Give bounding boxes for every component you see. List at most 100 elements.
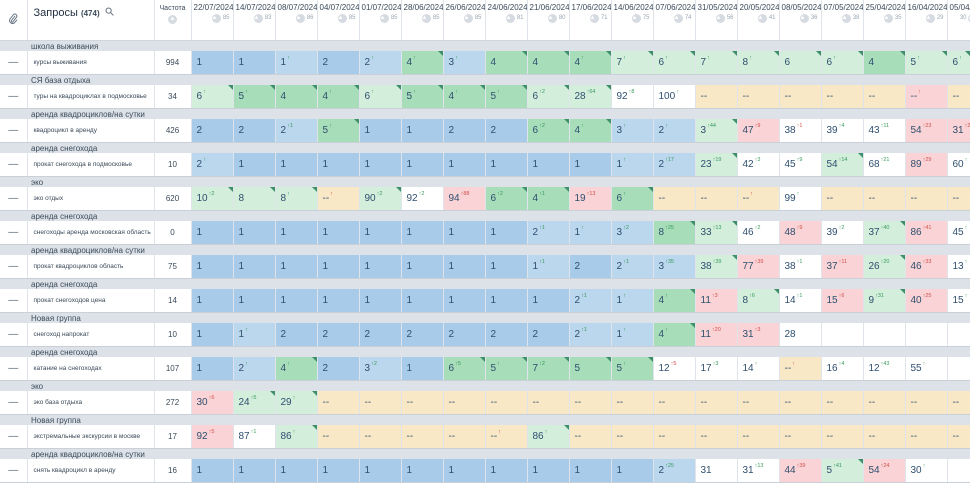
position-cell[interactable]: 37↑11 bbox=[821, 255, 863, 279]
keyword-cell[interactable]: квадроцикл в аренду bbox=[27, 119, 154, 143]
position-cell[interactable]: 12↑43 bbox=[863, 357, 905, 381]
position-cell[interactable]: -- bbox=[863, 425, 905, 449]
keyword-cell[interactable]: прокат квадроциклов область bbox=[27, 255, 154, 279]
position-cell[interactable]: 92↑2 bbox=[401, 187, 443, 211]
position-cell[interactable]: 1↑ bbox=[611, 323, 653, 347]
position-cell[interactable]: 6↑ bbox=[653, 51, 695, 75]
keyword-cell[interactable]: снегоходы аренда московская область bbox=[27, 221, 154, 245]
position-cell[interactable]: 6↑2 bbox=[527, 119, 569, 143]
position-cell[interactable]: 1 bbox=[443, 153, 485, 177]
position-cell[interactable]: -- bbox=[401, 391, 443, 415]
position-cell[interactable]: 1 bbox=[401, 357, 443, 381]
position-cell[interactable]: 47↑9 bbox=[737, 119, 779, 143]
position-cell[interactable]: 3↑35 bbox=[653, 255, 695, 279]
position-cell[interactable]: 6↑2 bbox=[485, 187, 527, 211]
position-cell[interactable]: 16↑4 bbox=[821, 357, 863, 381]
position-cell[interactable]: 1 bbox=[191, 51, 233, 75]
position-cell[interactable]: 1 bbox=[275, 153, 317, 177]
position-cell[interactable]: 17↑3 bbox=[695, 357, 737, 381]
position-cell[interactable]: 4 bbox=[527, 51, 569, 75]
position-cell[interactable]: 1 bbox=[233, 255, 275, 279]
position-cell[interactable] bbox=[905, 323, 947, 347]
sort-circle-icon[interactable]: ▲ bbox=[632, 14, 641, 23]
position-cell[interactable] bbox=[863, 323, 905, 347]
position-cell[interactable]: -- bbox=[863, 85, 905, 109]
position-cell[interactable]: 1 bbox=[569, 153, 611, 177]
position-cell[interactable]: 5↑ bbox=[485, 85, 527, 109]
position-cell[interactable]: -- bbox=[359, 391, 401, 415]
position-cell[interactable]: 45↑9 bbox=[779, 153, 821, 177]
date-column-header[interactable]: 05/04/30▲ bbox=[947, 0, 970, 41]
position-cell[interactable]: 1 bbox=[401, 153, 443, 177]
position-cell[interactable]: 4 bbox=[275, 85, 317, 109]
position-cell[interactable]: 1 bbox=[191, 255, 233, 279]
position-cell[interactable]: 2↑ bbox=[359, 51, 401, 75]
position-cell[interactable]: 1 bbox=[191, 323, 233, 347]
position-cell[interactable]: 24↑5 bbox=[233, 391, 275, 415]
position-cell[interactable]: 1 bbox=[191, 289, 233, 313]
position-cell[interactable]: 8 bbox=[233, 187, 275, 211]
sort-circle-icon[interactable]: ▲ bbox=[716, 14, 725, 23]
position-cell[interactable]: 86↑ bbox=[527, 425, 569, 449]
position-cell[interactable]: 10↑2 bbox=[191, 187, 233, 211]
position-cell[interactable]: 1 bbox=[359, 255, 401, 279]
position-cell[interactable]: 2↑ bbox=[191, 153, 233, 177]
keyword-cell[interactable]: туры на квадроциклах в подмосковье bbox=[27, 85, 154, 109]
position-cell[interactable]: 43↑11 bbox=[863, 119, 905, 143]
position-cell[interactable]: 1 bbox=[527, 459, 569, 483]
position-cell[interactable]: 37↑40 bbox=[863, 221, 905, 245]
position-cell[interactable]: 9↑31 bbox=[863, 289, 905, 313]
position-cell[interactable]: 29↑ bbox=[275, 391, 317, 415]
position-cell[interactable]: 13↑ bbox=[947, 255, 970, 279]
position-cell[interactable]: 1 bbox=[275, 289, 317, 313]
sort-circle-icon[interactable]: ▲ bbox=[296, 14, 305, 23]
position-cell[interactable]: 4↑1 bbox=[527, 187, 569, 211]
position-cell[interactable]: 31↑13 bbox=[737, 459, 779, 483]
position-cell[interactable]: -- bbox=[737, 391, 779, 415]
keyword-cell[interactable]: эко база отдыха bbox=[27, 391, 154, 415]
position-cell[interactable]: 8↑6 bbox=[737, 289, 779, 313]
position-cell[interactable]: 3↑2 bbox=[359, 357, 401, 381]
position-cell[interactable]: 1 bbox=[317, 459, 359, 483]
position-cell[interactable]: -- bbox=[905, 391, 947, 415]
sort-circle-icon[interactable]: ▲ bbox=[590, 14, 599, 23]
position-cell[interactable]: 77↑39 bbox=[737, 255, 779, 279]
position-cell[interactable]: 1 bbox=[317, 153, 359, 177]
position-cell[interactable]: 2↑1 bbox=[611, 255, 653, 279]
position-cell[interactable]: -- bbox=[317, 391, 359, 415]
position-cell[interactable]: 1 bbox=[191, 459, 233, 483]
position-cell[interactable]: -- bbox=[779, 425, 821, 449]
position-cell[interactable]: 1 bbox=[233, 459, 275, 483]
dash-icon[interactable]: — bbox=[0, 425, 27, 449]
position-cell[interactable]: 90↑2 bbox=[359, 187, 401, 211]
position-cell[interactable]: -- bbox=[821, 85, 863, 109]
position-cell[interactable]: 4↑ bbox=[569, 119, 611, 143]
position-cell[interactable]: 1 bbox=[233, 221, 275, 245]
position-cell[interactable]: -- bbox=[779, 85, 821, 109]
position-cell[interactable]: 1 bbox=[443, 459, 485, 483]
position-cell[interactable]: 4 bbox=[485, 51, 527, 75]
position-cell[interactable]: 39↑4 bbox=[821, 119, 863, 143]
position-cell[interactable]: 4↑ bbox=[653, 323, 695, 347]
position-cell[interactable]: 1 bbox=[317, 289, 359, 313]
position-cell[interactable]: 86↑41 bbox=[905, 221, 947, 245]
position-cell[interactable]: 2↑ bbox=[233, 357, 275, 381]
position-cell[interactable]: 2 bbox=[317, 51, 359, 75]
position-cell[interactable]: 38↑39 bbox=[695, 255, 737, 279]
position-cell[interactable]: 100↑ bbox=[653, 85, 695, 109]
position-cell[interactable]: 1 bbox=[527, 153, 569, 177]
position-cell[interactable]: 1 bbox=[485, 221, 527, 245]
position-cell[interactable]: -- bbox=[443, 425, 485, 449]
position-cell[interactable]: -- bbox=[905, 425, 947, 449]
position-cell[interactable]: 39↑2 bbox=[821, 221, 863, 245]
position-cell[interactable]: 28 bbox=[779, 323, 821, 347]
position-cell[interactable]: 2 bbox=[443, 119, 485, 143]
position-cell[interactable]: 99↑ bbox=[779, 187, 821, 211]
dash-icon[interactable]: — bbox=[0, 459, 27, 483]
